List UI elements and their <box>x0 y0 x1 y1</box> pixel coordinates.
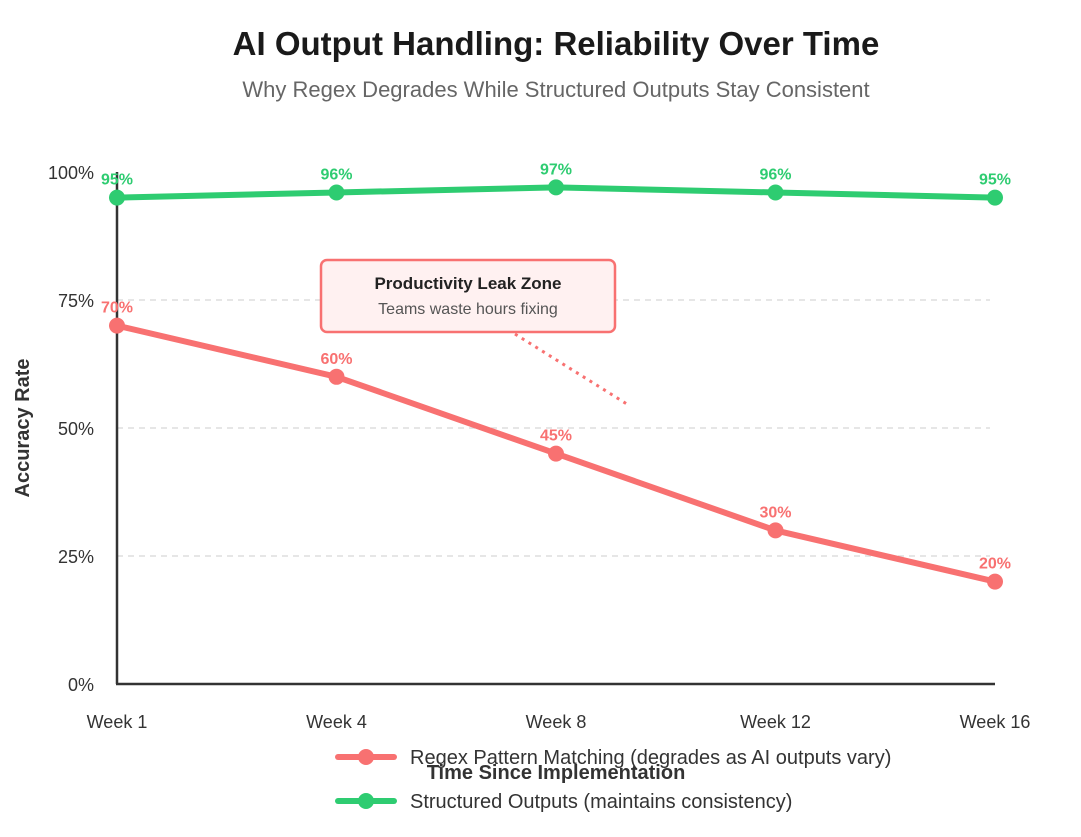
y-tick-label: 75% <box>58 291 94 311</box>
legend-swatch-marker <box>358 793 374 809</box>
data-point <box>987 573 1003 590</box>
chart-subtitle: Why Regex Degrades While Structured Outp… <box>242 77 869 102</box>
data-label: 97% <box>540 161 572 178</box>
grid-lines <box>117 299 990 557</box>
legend-item: Structured Outputs (maintains consistenc… <box>335 791 792 813</box>
annotation-text: Teams waste hours fixing <box>378 301 558 318</box>
data-point <box>548 445 564 462</box>
data-point <box>548 179 564 196</box>
data-label: 30% <box>759 504 791 521</box>
data-label: 96% <box>759 166 791 183</box>
annotation-title: Productivity Leak Zone <box>374 274 561 293</box>
legend: Regex Pattern Matching (degrades as AI o… <box>335 747 891 813</box>
x-tick-label: Week 4 <box>306 712 367 732</box>
data-label: 45% <box>540 428 572 445</box>
y-tick-label: 50% <box>58 419 94 439</box>
annotation-pointer <box>514 332 631 408</box>
y-tick-label: 25% <box>58 547 94 567</box>
data-label: 70% <box>101 300 133 317</box>
x-tick-label: Week 16 <box>960 712 1031 732</box>
series-group: 70% 60% 45% 30% 20% 95% 96% 97% 96% 95% <box>101 161 1011 590</box>
series-structured: 95% 96% 97% 96% 95% <box>101 161 1011 206</box>
data-point <box>328 368 345 385</box>
x-tick-label: Week 1 <box>87 712 148 732</box>
annotation-box <box>319 258 617 334</box>
data-point <box>767 522 784 539</box>
y-axis-title: Accuracy Rate <box>12 359 34 498</box>
data-point <box>109 317 125 334</box>
data-label: 95% <box>101 172 133 189</box>
data-label: 95% <box>979 172 1011 189</box>
y-tick-label: 0% <box>68 675 94 695</box>
legend-swatch-marker <box>358 749 374 765</box>
x-axis-ticks: Week 1 Week 4 Week 8 Week 12 Week 16 <box>87 712 1031 732</box>
annotation-productivity-leak: Productivity Leak Zone Teams waste hours… <box>319 258 631 408</box>
data-point <box>767 184 784 201</box>
x-axis-title: Time Since Implementation <box>427 762 686 784</box>
data-label: 20% <box>979 556 1011 573</box>
x-tick-label: Week 12 <box>740 712 811 732</box>
chart-title: AI Output Handling: Reliability Over Tim… <box>233 25 880 62</box>
data-label: 60% <box>320 351 352 368</box>
data-point <box>328 184 345 201</box>
legend-label: Structured Outputs (maintains consistenc… <box>410 791 792 813</box>
legend-item: Regex Pattern Matching (degrades as AI o… <box>335 747 891 769</box>
y-tick-label: 100% <box>48 163 94 183</box>
legend-label: Regex Pattern Matching (degrades as AI o… <box>410 747 891 769</box>
y-axis-ticks: 0% 25% 50% 75% 100% <box>48 163 94 695</box>
data-label: 96% <box>320 166 352 183</box>
data-point <box>109 189 125 206</box>
data-point <box>987 189 1003 206</box>
x-tick-label: Week 8 <box>526 712 587 732</box>
series-regex: 70% 60% 45% 30% 20% <box>101 300 1011 590</box>
